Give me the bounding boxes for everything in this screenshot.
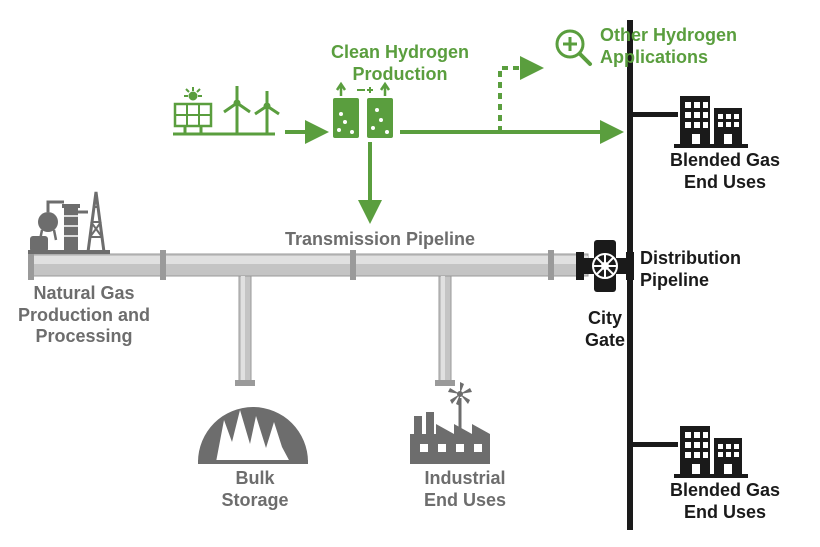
label-blended-bottom: Blended GasEnd Uses [650, 480, 800, 523]
label-industrial: IndustrialEnd Uses [395, 468, 535, 511]
magnifier-plus-icon [557, 31, 590, 64]
label-distribution-pipeline: DistributionPipeline [640, 248, 780, 291]
industrial-factory-icon [410, 382, 490, 464]
bulk-storage-icon [198, 407, 308, 464]
label-other-hydrogen-apps: Other HydrogenApplications [600, 25, 800, 68]
label-transmission-pipeline: Transmission Pipeline [250, 229, 510, 251]
renewables-icon [173, 86, 279, 134]
buildings-top-icon [674, 96, 748, 148]
transmission-pipeline-shape [28, 250, 588, 280]
label-city-gate: CityGate [565, 308, 645, 351]
natural-gas-plant-icon [28, 192, 110, 254]
label-bulk-storage: BulkStorage [195, 468, 315, 511]
city-gate-icon [576, 240, 634, 292]
green-flow-lines [285, 68, 620, 220]
label-blended-top: Blended GasEnd Uses [650, 150, 800, 193]
label-clean-hydrogen: Clean HydrogenProduction [300, 42, 500, 85]
branch-pipe-industrial [435, 276, 455, 386]
branch-pipe-bulk [235, 276, 255, 386]
label-natural-gas: Natural GasProduction andProcessing [4, 283, 164, 348]
buildings-bottom-icon [674, 426, 748, 478]
electrolyzer-icon [333, 84, 393, 138]
